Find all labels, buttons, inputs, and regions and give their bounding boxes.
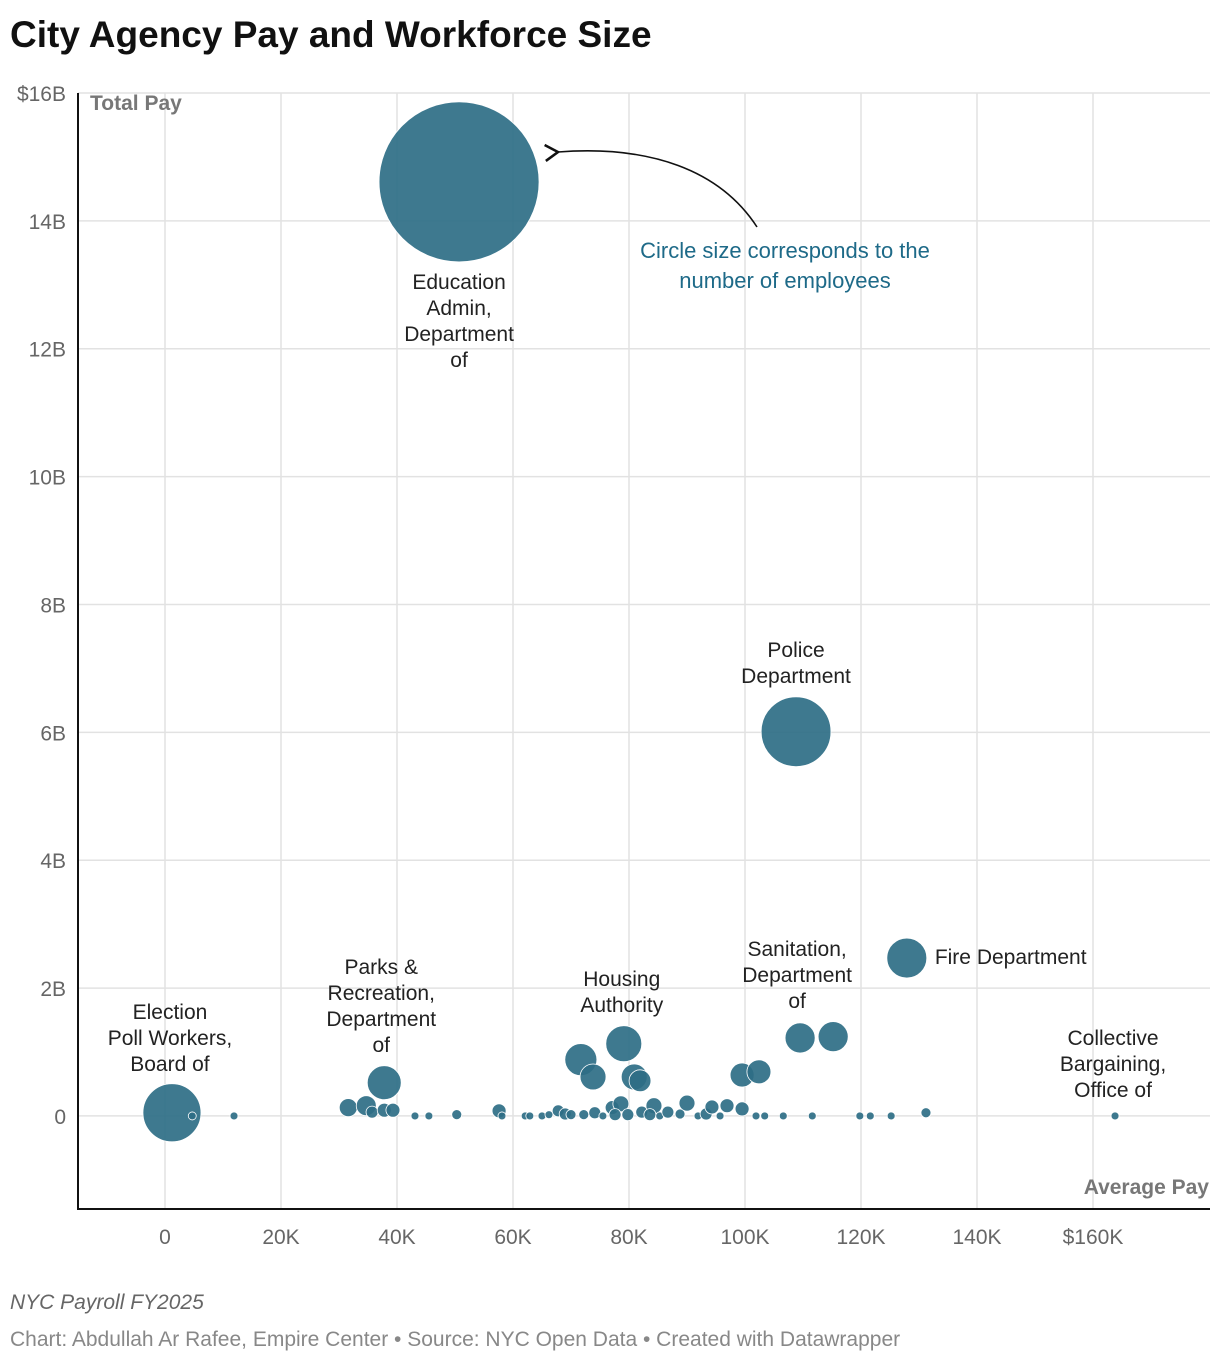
annotation-arrow (544, 143, 758, 228)
bubble (424, 1111, 434, 1121)
bubble (628, 1069, 652, 1093)
bubble-label: Sanitation, Department of (742, 937, 852, 1013)
bubble (497, 1111, 507, 1121)
bubble-label: Collective Bargaining, Office of (1059, 1026, 1167, 1102)
bubble (886, 1111, 896, 1121)
bubble (525, 1111, 535, 1121)
bubble (187, 1111, 197, 1121)
bubble (621, 1108, 635, 1122)
annotation: Circle size corresponds to the number of… (640, 238, 930, 293)
bubble (920, 1107, 932, 1119)
x-tick-label: 100K (720, 1226, 769, 1249)
x-tick-label: $160K (1063, 1226, 1124, 1249)
bubble (643, 1108, 657, 1122)
bubble (1110, 1111, 1120, 1121)
bubble (612, 1095, 630, 1113)
x-tick-label: 20K (262, 1226, 299, 1249)
bubble (661, 1105, 675, 1119)
bubble (704, 1099, 720, 1115)
bubble (674, 1108, 686, 1120)
x-tick-label: 40K (378, 1226, 415, 1249)
x-tick-label: 60K (494, 1226, 531, 1249)
bubble (598, 1111, 608, 1121)
x-tick-label: 120K (836, 1226, 885, 1249)
y-tick-label: 10B (29, 467, 66, 490)
bubble (338, 1098, 358, 1118)
bubble (807, 1111, 817, 1121)
bubble (142, 1083, 202, 1143)
x-axis-title: Average Pay (1084, 1176, 1210, 1199)
bubble (229, 1111, 239, 1121)
bubble (778, 1111, 788, 1121)
bubble (608, 1108, 622, 1122)
bubble (784, 1022, 816, 1054)
bubble-label: Education Admin, Department of (404, 270, 514, 372)
x-tick-label: 140K (952, 1226, 1001, 1249)
bubble (366, 1065, 402, 1101)
bubble-label: Housing Authority (580, 967, 664, 1017)
source: Chart: Abdullah Ar Rafee, Empire Center … (10, 1328, 901, 1351)
bubble (886, 937, 928, 979)
bubble (578, 1109, 590, 1121)
bubbles (142, 101, 1120, 1143)
bubble (719, 1098, 735, 1114)
y-axis-title: Total Pay (90, 92, 182, 115)
bubble (746, 1059, 772, 1085)
y-tick-label: 4B (40, 850, 66, 873)
subtitle: NYC Payroll FY2025 (10, 1291, 204, 1314)
bubble-label: Fire Department (934, 946, 1087, 970)
bubble-label: Parks & Recreation, Department of (326, 955, 437, 1057)
bubble (565, 1109, 577, 1121)
bubble (378, 101, 540, 263)
bubble-label: Police Department (741, 638, 851, 688)
x-tick-label: 80K (610, 1226, 647, 1249)
bubble (544, 1110, 554, 1120)
y-tick-label: 6B (40, 722, 66, 745)
bubble (855, 1111, 865, 1121)
bubble (715, 1111, 725, 1121)
grid: 0 2B 4B 6B 8B 10B 12B 14B $16B 0 20K 40K 60K 80K 100K 1… (17, 83, 1210, 1249)
bubble (751, 1111, 761, 1121)
x-tick-label: 0 (159, 1226, 171, 1249)
bubble (734, 1101, 750, 1117)
bubble (817, 1021, 849, 1053)
bubble (451, 1109, 463, 1121)
bubble (760, 696, 832, 767)
bubble (365, 1105, 379, 1119)
y-tick-label: 12B (29, 339, 66, 362)
y-tick-label: 14B (29, 211, 66, 234)
y-tick-label: 0 (54, 1106, 66, 1129)
bubble (410, 1111, 420, 1121)
bubble (605, 1025, 643, 1063)
bubble (865, 1111, 875, 1121)
bubble (760, 1111, 770, 1121)
y-tick-label: 2B (40, 978, 66, 1001)
y-tick-label: 8B (40, 594, 66, 617)
y-tick-label: $16B (17, 83, 66, 106)
bubble (579, 1063, 607, 1091)
bubble-label: Election Poll Workers, Board of (107, 1000, 233, 1076)
chart-title: City Agency Pay and Workforce Size (10, 14, 652, 55)
bubble (385, 1102, 401, 1118)
bubble (678, 1094, 696, 1112)
